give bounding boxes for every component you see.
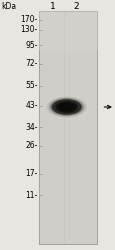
- Text: 2: 2: [73, 2, 78, 11]
- Text: 11-: 11-: [25, 190, 37, 200]
- Text: 17-: 17-: [25, 169, 37, 178]
- Ellipse shape: [55, 101, 77, 113]
- Text: kDa: kDa: [1, 2, 16, 11]
- Ellipse shape: [46, 96, 86, 117]
- Text: 130-: 130-: [20, 26, 37, 35]
- Ellipse shape: [50, 98, 82, 116]
- Text: 55-: 55-: [25, 81, 37, 90]
- Ellipse shape: [49, 98, 84, 116]
- Ellipse shape: [52, 99, 81, 115]
- Text: 34-: 34-: [25, 122, 37, 132]
- Text: 95-: 95-: [25, 40, 37, 50]
- Text: 26-: 26-: [25, 141, 37, 150]
- Text: 72-: 72-: [25, 59, 37, 68]
- Bar: [39, 11, 96, 244]
- Text: 1: 1: [49, 2, 55, 11]
- Text: 43-: 43-: [25, 101, 37, 110]
- Ellipse shape: [58, 103, 74, 111]
- Text: 170-: 170-: [20, 16, 37, 24]
